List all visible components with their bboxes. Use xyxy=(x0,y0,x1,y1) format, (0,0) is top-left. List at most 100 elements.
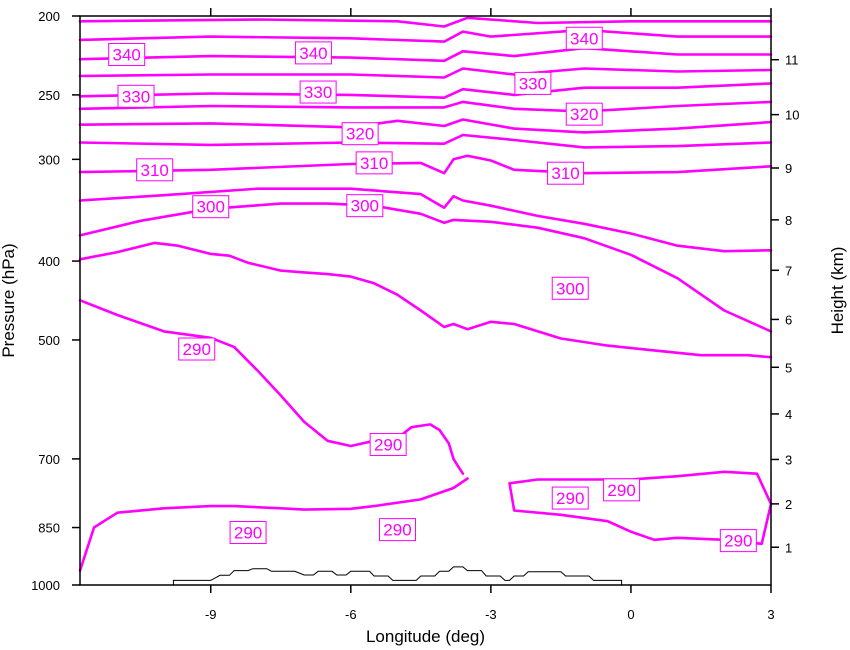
contour-label-box xyxy=(514,71,552,95)
contour-line-310-8 xyxy=(78,154,773,175)
y-tick-label: 700 xyxy=(38,452,60,467)
y2-tick-label: 2 xyxy=(785,497,792,512)
contour-label-text: 300 xyxy=(351,197,379,216)
contour-label-1: 340 xyxy=(294,41,332,65)
contour-label-18: 290 xyxy=(551,486,589,510)
y-axis-left: 200 250 300 400 500 700 850 1000 xyxy=(31,9,80,593)
contour-label-box xyxy=(229,520,267,544)
contour-label-text: 330 xyxy=(122,87,150,106)
y-tick-label: 1000 xyxy=(31,578,60,593)
contour-label-text: 290 xyxy=(383,521,411,540)
contour-label-4: 330 xyxy=(299,80,337,104)
contour-label-13: 300 xyxy=(551,276,589,300)
contour-line-290-11 xyxy=(78,241,773,359)
y2-axis-title: Height (km) xyxy=(828,247,847,335)
contour-label-text: 290 xyxy=(724,532,752,551)
contour-label-15: 290 xyxy=(369,432,407,456)
contour-line-340-2 xyxy=(78,46,773,63)
contour-label-box xyxy=(346,194,384,218)
y-tick-label: 500 xyxy=(38,333,60,348)
terrain-profile xyxy=(172,566,623,585)
contour-label-14: 290 xyxy=(178,337,216,361)
contour-label-2: 340 xyxy=(565,26,603,50)
contour-label-box xyxy=(299,80,337,104)
contour-label-box xyxy=(603,478,641,502)
contour-line-290-13 xyxy=(78,477,469,572)
y2-tick-label: 5 xyxy=(785,360,792,375)
contour-line-345-0 xyxy=(78,16,773,28)
terrain-line xyxy=(172,566,623,585)
contour-label-text: 320 xyxy=(570,105,598,124)
contour-label-text: 290 xyxy=(183,340,211,359)
contour-label-box xyxy=(565,102,603,126)
y-tick-label: 400 xyxy=(38,254,60,269)
x-tick-label: 0 xyxy=(627,607,634,622)
contour-label-12: 300 xyxy=(346,194,384,218)
y-axis-title: Pressure (hPa) xyxy=(0,243,18,357)
contour-label-box xyxy=(108,42,146,66)
y-tick-label: 850 xyxy=(38,521,60,536)
y2-tick-label: 4 xyxy=(785,407,792,422)
contour-label-7: 320 xyxy=(565,102,603,126)
contour-label-text: 320 xyxy=(346,125,374,144)
contour-label-16: 290 xyxy=(229,520,267,544)
contour-label-text: 340 xyxy=(113,45,141,64)
contour-line-300-9 xyxy=(78,187,773,253)
contour-label-box xyxy=(136,158,174,182)
y2-tick-label: 9 xyxy=(785,161,792,176)
contour-label-9: 310 xyxy=(355,151,393,175)
contour-label-text: 300 xyxy=(556,279,584,298)
x-tick-label: -9 xyxy=(205,607,217,622)
contour-label-box xyxy=(547,161,585,185)
contour-line-315-7 xyxy=(78,133,773,149)
contour-label-box xyxy=(551,276,589,300)
contour-label-20: 290 xyxy=(719,529,757,553)
contour-lines xyxy=(78,16,773,572)
contour-label-text: 330 xyxy=(304,83,332,102)
contour-label-6: 320 xyxy=(341,122,379,146)
contour-label-box xyxy=(551,486,589,510)
contour-label-5: 330 xyxy=(514,71,552,95)
contour-label-text: 290 xyxy=(234,523,262,542)
x-tick-label: -3 xyxy=(485,607,497,622)
contour-label-17: 290 xyxy=(378,518,416,542)
y2-tick-label: 1 xyxy=(785,540,792,555)
contour-line-325-5 xyxy=(78,100,773,113)
contour-label-box xyxy=(294,41,332,65)
contour-line-300-10 xyxy=(78,202,773,333)
contour-label-box xyxy=(117,84,155,108)
plot-frame xyxy=(79,15,772,586)
contour-label-0: 340 xyxy=(108,42,146,66)
contour-label-box xyxy=(355,151,393,175)
contour-label-box xyxy=(341,122,379,146)
contour-label-19: 290 xyxy=(603,478,641,502)
contour-label-text: 310 xyxy=(360,154,388,173)
contour-label-3: 330 xyxy=(117,84,155,108)
y-axis-right: 1 2 3 4 5 6 7 8 9 10 11 xyxy=(771,53,799,555)
contour-labels: 340 340 340 330 330 330 320 320 310 310 310 300 300 3… xyxy=(108,26,757,553)
contour-label-box xyxy=(178,337,216,361)
y2-tick-label: 11 xyxy=(785,53,799,68)
contour-label-text: 290 xyxy=(556,489,584,508)
contour-label-box xyxy=(369,432,407,456)
contour-label-text: 340 xyxy=(570,29,598,48)
y2-tick-label: 8 xyxy=(785,213,792,228)
contour-label-text: 310 xyxy=(551,164,579,183)
contour-line-330-4 xyxy=(78,82,773,99)
contour-label-box xyxy=(378,518,416,542)
x-tick-label: 3 xyxy=(767,607,774,622)
y-tick-label: 250 xyxy=(38,88,60,103)
contour-label-box xyxy=(192,195,230,219)
contour-line-335-3 xyxy=(78,67,773,79)
contour-label-box xyxy=(719,529,757,553)
y-tick-label: 300 xyxy=(38,152,60,167)
contour-label-text: 310 xyxy=(141,161,169,180)
y2-tick-label: 7 xyxy=(785,263,792,278)
y-tick-label: 200 xyxy=(38,9,60,24)
contour-label-text: 330 xyxy=(519,74,547,93)
x-axis-title: Longitude (deg) xyxy=(366,627,485,646)
contour-line-340-1 xyxy=(78,28,773,43)
contour-label-8: 310 xyxy=(136,158,174,182)
contour-label-text: 290 xyxy=(607,481,635,500)
